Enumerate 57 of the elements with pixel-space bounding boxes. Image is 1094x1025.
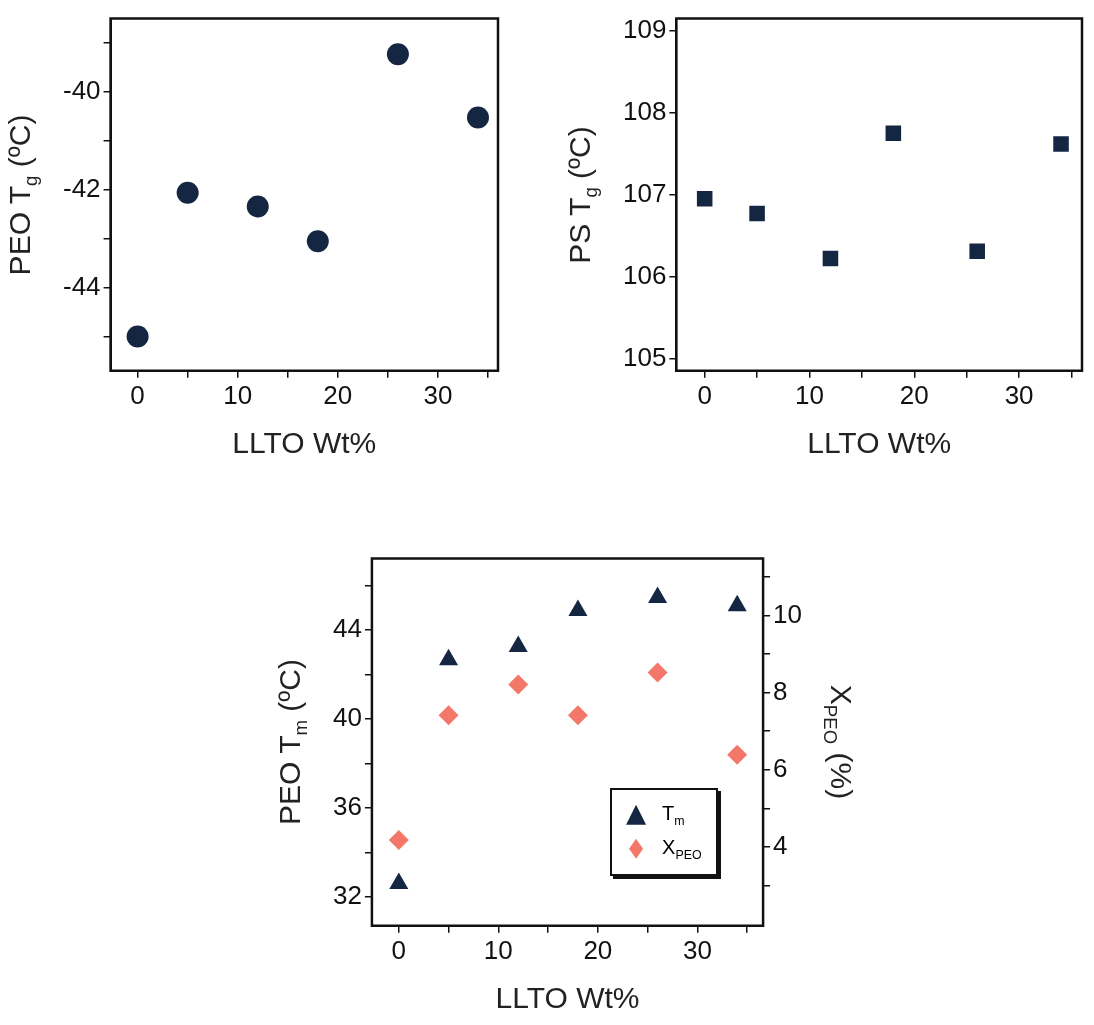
y-tick-label: 106 [622,259,667,290]
point [306,230,329,253]
x-tick-label: 20 [899,379,929,410]
point [466,106,489,129]
point [696,191,713,207]
y-tick-label: 40 [333,702,362,732]
point [749,205,765,222]
x-tick-label: 20 [323,379,353,410]
legend-label: X$_{PEO}$ [662,835,702,862]
x-tick-label: 10 [223,379,253,410]
x-tick-label: 0 [697,379,712,410]
point [508,635,528,653]
y-tick-label: 36 [333,791,362,822]
y2-tick-label: 10 [773,598,802,629]
x-axis-title: LLTO Wt% [232,426,377,460]
point [648,586,668,604]
point [567,705,588,726]
x-tick-label: 30 [1004,379,1034,410]
point [647,662,668,683]
y-tick-label: 108 [622,95,667,126]
point [176,181,199,204]
x-tick-label: 10 [483,934,513,965]
x-axis-title: LLTO Wt% [495,981,640,1015]
point [389,872,409,890]
point [246,195,269,218]
x-axis-title: LLTO Wt% [807,426,952,460]
point [386,43,409,66]
x-tick-label: 20 [583,934,613,965]
y-tick-label: -40 [63,75,101,106]
x-tick-label: 0 [130,379,145,410]
x-tick-label: 0 [391,934,407,965]
y2-tick-label: 6 [773,752,788,783]
y-tick-label: 32 [333,880,362,911]
y-tick-label: 107 [622,177,667,208]
x-tick-label: 30 [423,379,453,410]
y-tick-label: -42 [63,172,101,203]
y-tick-label: 109 [622,14,667,45]
x-tick-label: 10 [795,379,824,410]
legend-label: T$_{m}$ [662,801,685,828]
point [727,594,747,612]
point [508,674,529,695]
point [439,648,459,666]
y-tick-label: -44 [63,270,101,301]
point [1053,136,1069,152]
point [568,599,588,616]
point [969,243,985,259]
point [388,830,409,851]
y-tick-label: 44 [333,612,362,643]
point [126,325,149,348]
point [822,250,839,267]
y2-tick-label: 4 [773,830,788,861]
point [727,744,748,765]
y2-tick-label: 8 [773,675,788,706]
y-tick-label: 105 [622,341,667,372]
point [885,125,902,142]
point [438,705,459,726]
x-tick-label: 30 [682,934,712,965]
